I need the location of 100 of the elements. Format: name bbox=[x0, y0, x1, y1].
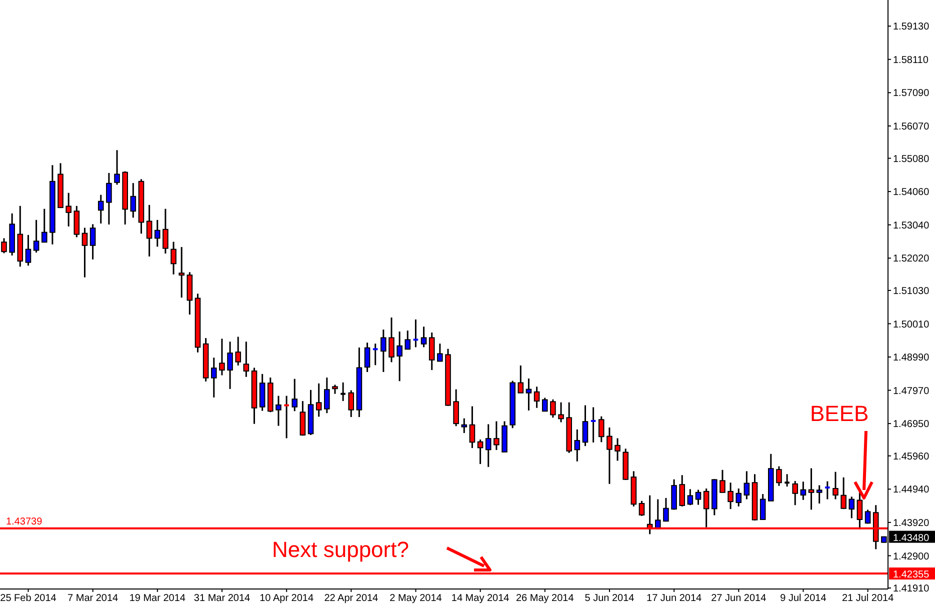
ref-line-label: 1.42355 bbox=[893, 570, 930, 580]
candlestick bbox=[590, 406, 597, 444]
candlestick bbox=[606, 426, 612, 485]
candlestick bbox=[219, 338, 225, 376]
candlestick bbox=[340, 382, 346, 402]
candlestick bbox=[283, 395, 290, 439]
candlestick bbox=[808, 468, 814, 510]
candlestick bbox=[469, 406, 476, 449]
candlestick bbox=[178, 246, 184, 298]
candlestick bbox=[671, 478, 677, 510]
candlestick bbox=[292, 378, 298, 412]
candlestick bbox=[170, 241, 176, 276]
candlestick bbox=[66, 192, 72, 228]
candlestick bbox=[598, 416, 604, 443]
candlestick bbox=[453, 388, 459, 427]
x-tick-label: 9 Jul 2014 bbox=[780, 593, 827, 604]
candlestick bbox=[316, 382, 322, 418]
candlestick bbox=[800, 480, 806, 501]
candlestick bbox=[154, 219, 160, 248]
x-tick-label: 26 May 2014 bbox=[516, 593, 574, 604]
candlestick bbox=[364, 342, 370, 373]
candlestick bbox=[300, 400, 306, 436]
y-tick-label: 1.50010 bbox=[893, 319, 930, 330]
y-tick-label: 1.41910 bbox=[893, 584, 930, 595]
candlestick bbox=[720, 469, 726, 494]
x-tick-label: 10 Apr 2014 bbox=[260, 593, 314, 604]
x-tick-label: 22 Apr 2014 bbox=[324, 593, 379, 604]
x-tick-label: 21 Jul 2014 bbox=[842, 593, 894, 604]
candlestick bbox=[558, 402, 564, 424]
candlestick bbox=[396, 330, 402, 382]
x-tick-label: 7 Mar 2014 bbox=[68, 593, 119, 604]
candlestick bbox=[412, 318, 420, 348]
y-tick-label: 1.58110 bbox=[893, 54, 929, 66]
candlestick bbox=[210, 356, 217, 398]
text: 1.43480 bbox=[893, 532, 930, 544]
x-tick-label: 25 Feb 2014 bbox=[0, 593, 57, 604]
x-tick-label: 17 Jun 2014 bbox=[646, 593, 702, 604]
candlestick bbox=[162, 208, 168, 254]
candlestick bbox=[82, 227, 88, 278]
candlestick bbox=[534, 386, 540, 409]
y-tick-label: 1.42900 bbox=[893, 551, 930, 562]
y-tick-label: 1.57090 bbox=[893, 88, 930, 100]
candlestick bbox=[428, 332, 435, 371]
candlestick bbox=[324, 376, 330, 414]
y-tick-label: 1.46950 bbox=[893, 419, 930, 430]
candlestick bbox=[485, 423, 492, 468]
x-tick-label: 14 May 2014 bbox=[451, 593, 510, 604]
candlestick bbox=[259, 373, 266, 412]
candlestick bbox=[638, 500, 645, 517]
annotation: BEEB bbox=[810, 401, 869, 426]
y-tick-label: 1.53040 bbox=[893, 220, 930, 232]
candlestick bbox=[864, 508, 871, 524]
candlestick bbox=[816, 484, 822, 504]
candlestick bbox=[98, 194, 104, 224]
candlestick bbox=[243, 340, 250, 378]
candlestick bbox=[380, 328, 386, 373]
candlestick bbox=[235, 336, 242, 366]
candlestick bbox=[728, 482, 734, 510]
candlestick bbox=[614, 437, 620, 462]
candlestick bbox=[744, 470, 750, 500]
candlestick bbox=[687, 488, 694, 506]
candlestick bbox=[420, 326, 427, 348]
candlestick bbox=[832, 471, 838, 500]
x-tick-label: 2 May 2014 bbox=[390, 593, 442, 604]
candlestick bbox=[25, 234, 32, 266]
candlestick bbox=[348, 390, 354, 418]
candlestick bbox=[784, 473, 790, 488]
candlestick bbox=[574, 428, 580, 462]
candlestick bbox=[695, 489, 702, 506]
x-tick-label: 5 Jun 2014 bbox=[584, 593, 635, 604]
candlestick bbox=[550, 398, 556, 418]
candlestick bbox=[760, 493, 766, 521]
candlestick bbox=[388, 316, 394, 363]
y-tick-label: 1.48990 bbox=[893, 352, 930, 364]
candlestick bbox=[526, 378, 532, 412]
candlestick bbox=[41, 208, 48, 244]
x-tick-label: 27 Jun 2014 bbox=[711, 593, 767, 604]
y-tick-label: 1.47970 bbox=[893, 386, 930, 397]
candlestick bbox=[404, 330, 411, 350]
candlestick bbox=[494, 420, 500, 451]
candlestick bbox=[130, 182, 136, 218]
candlestick bbox=[461, 418, 468, 434]
candlestick bbox=[372, 342, 379, 366]
candlestick bbox=[736, 488, 742, 508]
x-tick-label: 19 Mar 2014 bbox=[129, 593, 186, 604]
candlestick bbox=[518, 364, 524, 394]
candlestick bbox=[776, 466, 782, 487]
candlestick bbox=[792, 480, 798, 506]
candlestick bbox=[848, 496, 855, 519]
candlestick bbox=[824, 480, 831, 500]
candlestick bbox=[33, 219, 40, 254]
y-tick-label: 1.56070 bbox=[893, 122, 930, 133]
y-tick-label: 1.54060 bbox=[893, 187, 930, 198]
candlestick bbox=[679, 474, 686, 508]
x-tick-label: 31 Mar 2014 bbox=[194, 593, 251, 604]
candlestick bbox=[663, 497, 669, 522]
y-tick-label: 1.45960 bbox=[893, 451, 930, 462]
y-tick-label: 1.59130 bbox=[893, 22, 930, 33]
y-tick-label: 1.52020 bbox=[893, 254, 930, 265]
candlestick bbox=[840, 476, 846, 510]
